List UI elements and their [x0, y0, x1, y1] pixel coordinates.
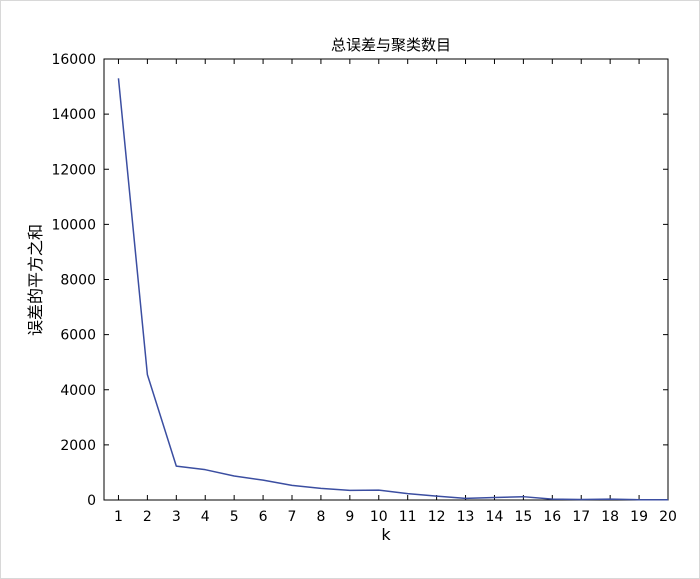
x-tick-label-7: 7 — [288, 509, 297, 525]
y-tick-label-10000: 10000 — [51, 217, 96, 233]
x-tick-label-10: 10 — [370, 509, 388, 525]
x-tick-label-15: 15 — [514, 509, 532, 525]
x-tick-label-5: 5 — [230, 509, 239, 525]
series-layer — [117, 78, 669, 501]
x-tick-label-12: 12 — [428, 509, 446, 525]
x-tick-label-17: 17 — [572, 509, 590, 525]
y-tick-label-12000: 12000 — [51, 162, 96, 178]
y-axis-label: 误差的平方之和 — [26, 224, 45, 336]
x-tick-label-1: 1 — [114, 509, 123, 525]
plot-area — [103, 58, 669, 501]
y-tick-label-4000: 4000 — [60, 383, 96, 399]
series-line-0 — [117, 78, 668, 501]
chart-title: 总误差与聚类数目 — [331, 36, 451, 54]
x-tick-label-4: 4 — [201, 509, 210, 525]
x-tick-label-13: 13 — [457, 509, 475, 525]
x-tick-label-8: 8 — [316, 509, 325, 525]
x-axis-label: k — [381, 525, 391, 544]
y-tick-label-14000: 14000 — [51, 107, 96, 123]
x-axis-ticks: 1 2 3 4 5 6 7 8 9 10 11 12 13 14 15 16 17 18 19 20 — [114, 59, 677, 525]
x-tick-label-11: 11 — [399, 509, 417, 525]
x-tick-label-16: 16 — [543, 509, 561, 525]
x-tick-label-9: 9 — [345, 509, 354, 525]
y-tick-label-6000: 6000 — [60, 328, 96, 344]
y-axis-ticks: 0 2000 4000 6000 8000 10000 12000 14000 16000 — [51, 52, 668, 509]
x-tick-label-14: 14 — [486, 509, 504, 525]
y-tick-label-8000: 8000 — [60, 273, 96, 289]
y-tick-label-16000: 16000 — [51, 52, 96, 68]
x-tick-label-18: 18 — [601, 509, 619, 525]
x-tick-label-20: 20 — [659, 509, 677, 525]
x-tick-label-6: 6 — [259, 509, 268, 525]
y-tick-label-0: 0 — [87, 493, 96, 509]
y-tick-label-2000: 2000 — [60, 438, 96, 454]
x-tick-label-19: 19 — [630, 509, 648, 525]
x-tick-label-2: 2 — [143, 509, 152, 525]
x-tick-label-3: 3 — [172, 509, 181, 525]
